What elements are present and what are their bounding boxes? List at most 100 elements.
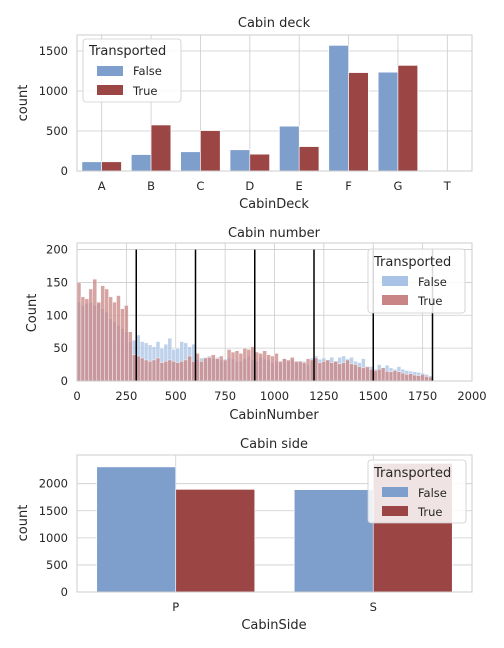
hist-bar-true: [230, 351, 236, 382]
hist-bar-true: [167, 359, 173, 382]
x-tick-label: D: [245, 179, 254, 193]
x-axis-label: CabinDeck: [239, 197, 309, 212]
x-tick-label: E: [296, 179, 303, 193]
legend-title: Transported: [88, 44, 166, 59]
hist-bar-true: [396, 371, 402, 382]
x-axis-label: CabinSide: [241, 618, 306, 633]
hist-bar-true: [100, 285, 105, 382]
legend-swatch-false: [97, 66, 123, 76]
bar-B-true: [150, 124, 172, 172]
legend-title: Transported: [373, 466, 451, 481]
y-tick-label: 150: [46, 275, 68, 289]
hist-bar-true: [341, 362, 346, 382]
x-tick-label: 500: [165, 389, 187, 403]
hist-bar-true: [380, 367, 386, 382]
hist-bar-true: [246, 349, 252, 382]
hist-bar-true: [301, 362, 307, 382]
plot-frame: [76, 34, 473, 172]
chart-title: Cabin number: [228, 226, 321, 241]
hist-bar-true: [143, 359, 149, 382]
legend: Transported False True: [367, 459, 467, 524]
hist-bar-true: [262, 350, 267, 382]
hist-bar-true: [266, 354, 271, 382]
hist-bar-true: [155, 357, 161, 382]
hist-bar-true: [163, 361, 169, 382]
hist-bar-true: [147, 361, 153, 382]
x-tick-label: F: [345, 179, 352, 193]
hist-bar-true: [211, 354, 216, 382]
hist-bar-true: [139, 357, 145, 382]
bar-E-false: [279, 125, 300, 172]
bar-C-true: [200, 130, 221, 172]
hist-bar-true: [388, 371, 394, 382]
hist-bar-true: [416, 375, 421, 382]
y-axis-label: count: [16, 505, 31, 542]
y-tick-label: 0: [61, 374, 68, 388]
bar-P-false: [96, 466, 177, 593]
x-tick-label: 1750: [408, 389, 437, 403]
hist-bar-true: [290, 357, 295, 382]
x-tick-label: 1500: [359, 389, 388, 403]
y-tick-label: 500: [46, 124, 68, 138]
legend-label-false: False: [418, 486, 447, 500]
bar-P-true: [175, 489, 256, 593]
legend-label-false: False: [133, 64, 162, 78]
legend: Transported False True: [82, 38, 182, 103]
hist-bar-true: [274, 353, 279, 382]
bar-G-false: [377, 71, 399, 172]
legend: Transported False True: [367, 248, 466, 314]
hist-bar-true: [128, 331, 133, 382]
hist-bar-true: [88, 288, 93, 382]
hist-bar-true: [333, 361, 338, 382]
bar-E-true: [298, 146, 320, 172]
hist-bar-true: [294, 361, 299, 382]
hist-bar-true: [76, 282, 82, 382]
cabin-deck-chart: Cabin deck 0 500 1000 1500 A B C D E F G T CabinDec…: [16, 16, 473, 212]
hist-bar-true: [218, 355, 224, 382]
hist-bar-true: [179, 361, 184, 382]
hist-bar-true: [377, 368, 382, 382]
hist-bar-true: [353, 364, 358, 382]
hist-bar-true: [286, 359, 291, 382]
y-tick-label: 100: [46, 308, 68, 322]
hist-bar-true: [222, 359, 228, 382]
hist-bar-true: [282, 358, 287, 382]
y-tick-label: 0: [61, 164, 68, 178]
hist-bar-true: [404, 374, 410, 382]
y-tick-label: 1000: [39, 84, 68, 98]
bar-D-false: [229, 149, 251, 172]
hist-bar-true: [120, 308, 125, 382]
x-tick-label: G: [393, 179, 402, 193]
bar-A-true: [101, 161, 122, 172]
hist-bar-true: [116, 295, 121, 382]
y-tick-label: 0: [61, 585, 68, 599]
x-tick-label: 1000: [260, 389, 289, 403]
legend-label-false: False: [418, 275, 447, 289]
bar-S-false: [293, 489, 374, 593]
hist-bar-true: [321, 361, 327, 382]
hist-bar-true: [242, 347, 248, 382]
y-axis-label: Count: [25, 294, 40, 333]
hist-bar-true: [238, 353, 244, 382]
chart-title: Cabin deck: [238, 16, 311, 31]
legend-label-true: True: [417, 294, 442, 308]
hist-bar-true: [80, 296, 86, 382]
bar-B-false: [131, 154, 152, 172]
hist-bar-true: [203, 357, 208, 382]
y-tick-label: 50: [53, 341, 68, 355]
legend-swatch-true: [382, 295, 408, 305]
x-tick-label: A: [98, 179, 106, 193]
x-tick-label: 250: [115, 389, 137, 403]
x-tick-label: 1250: [309, 389, 338, 403]
hist-bar-true: [408, 373, 413, 382]
hist-bar-true: [96, 301, 101, 382]
x-tick-label: C: [196, 179, 204, 193]
legend-swatch-false: [382, 487, 408, 497]
hist-bar-true: [365, 366, 370, 382]
hist-bar-true: [215, 358, 220, 382]
hist-bar-true: [349, 363, 354, 382]
y-tick-label: 500: [46, 558, 68, 572]
x-tick-label: 2000: [457, 389, 486, 403]
x-tick-label: 750: [214, 389, 236, 403]
